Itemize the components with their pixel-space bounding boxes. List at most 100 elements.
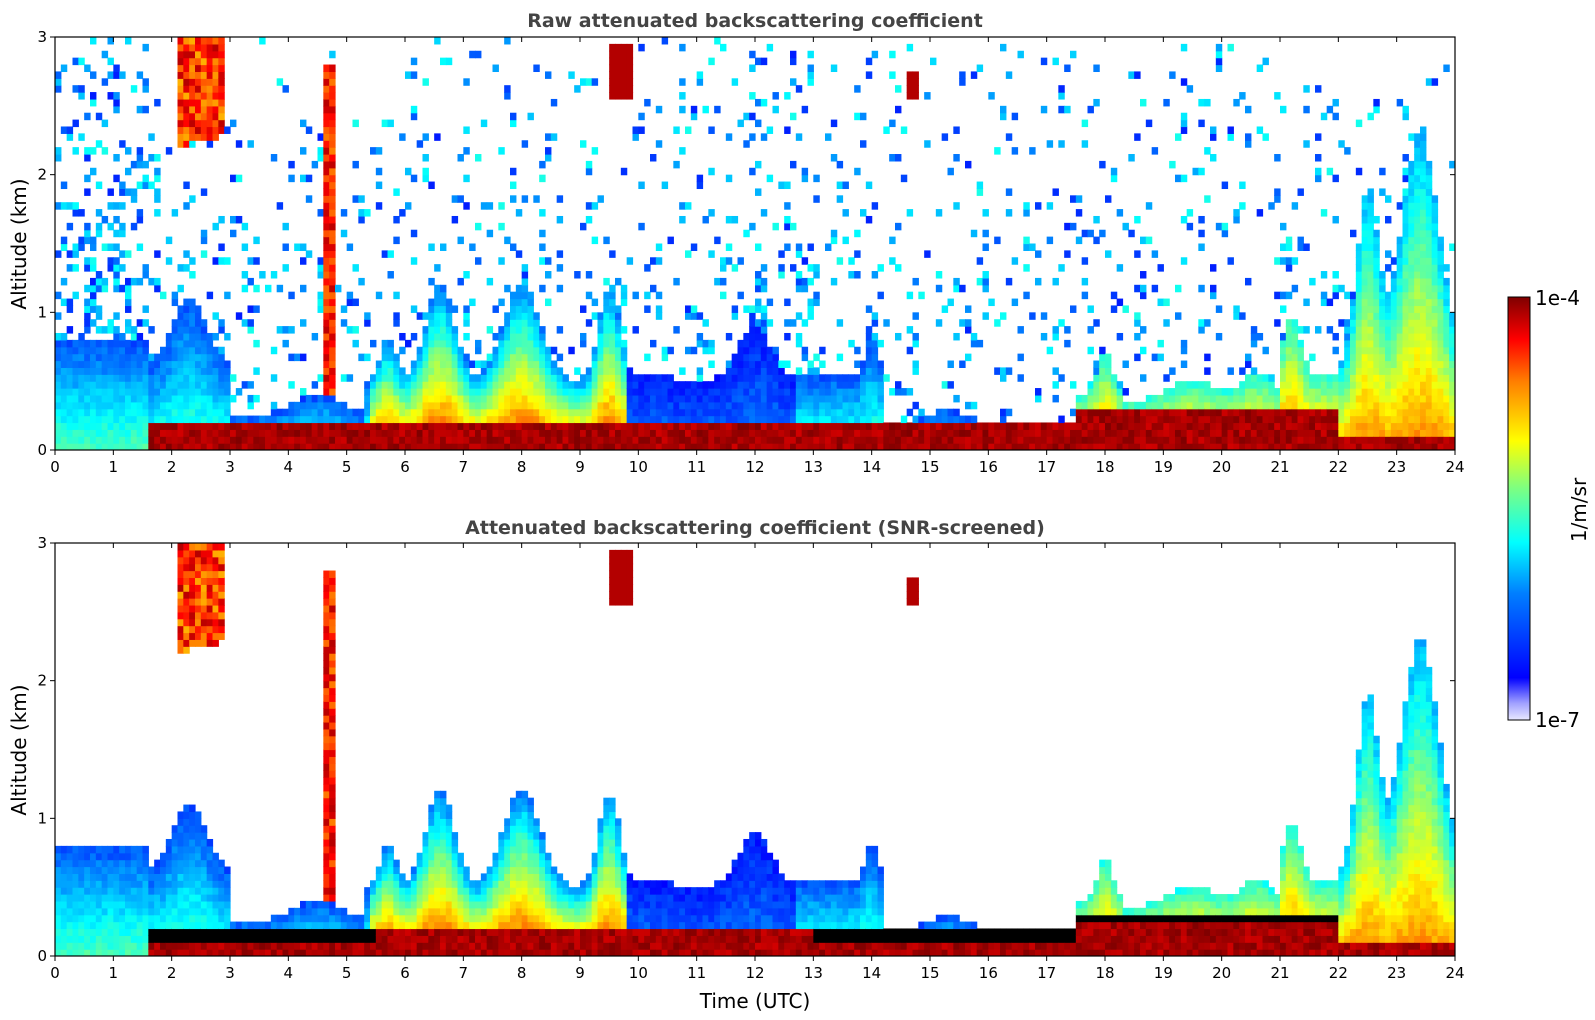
heatmap-cell <box>218 353 225 362</box>
heatmap-cell <box>1414 332 1421 341</box>
heatmap-cell <box>801 374 809 382</box>
heatmap-cell <box>830 381 838 389</box>
heatmap-cell <box>1350 319 1357 327</box>
heatmap-cell <box>165 408 173 417</box>
heatmap-cell <box>667 394 674 403</box>
heatmap-cell <box>282 243 289 251</box>
heatmap-cell <box>609 415 616 424</box>
heatmap-cell <box>230 394 237 403</box>
heatmap-cell <box>136 319 144 327</box>
heatmap-cell <box>895 332 902 341</box>
heatmap-cell <box>78 921 85 930</box>
heatmap-cell <box>667 374 674 382</box>
heatmap-cell <box>183 181 190 190</box>
heatmap-cell <box>650 257 657 265</box>
heatmap-cell <box>323 160 330 169</box>
heatmap-cell <box>212 429 219 437</box>
heatmap-cell <box>165 332 173 341</box>
heatmap-cell <box>1414 222 1421 231</box>
heatmap-cell <box>533 367 540 375</box>
heatmap-cell <box>189 119 196 128</box>
heatmap-cell <box>527 305 534 313</box>
heatmap-cell <box>84 112 91 121</box>
heatmap-cell <box>212 394 219 403</box>
heatmap-cell <box>1011 112 1019 121</box>
heatmap-cell <box>60 935 68 943</box>
heatmap-cell <box>982 443 989 450</box>
heatmap-cell <box>562 415 569 424</box>
heatmap-cell <box>1157 415 1164 424</box>
heatmap-cell <box>323 98 330 107</box>
heatmap-cell <box>1449 326 1455 334</box>
heatmap-cell <box>1122 222 1129 231</box>
heatmap-cell <box>113 326 120 334</box>
heatmap-cell <box>825 422 832 430</box>
heatmap-cell <box>60 401 68 410</box>
heatmap-cell <box>1420 160 1427 169</box>
heatmap-cell <box>195 37 202 45</box>
heatmap-cell <box>335 443 342 450</box>
heatmap-cell <box>521 388 529 396</box>
heatmap-cell <box>819 388 826 396</box>
heatmap-cell <box>1420 422 1427 430</box>
heatmap-cell <box>760 346 768 355</box>
heatmap-cell <box>755 332 762 341</box>
heatmap-cell <box>241 381 249 389</box>
heatmap-cell <box>1326 298 1334 307</box>
heatmap-cell <box>1081 408 1089 417</box>
heatmap-cell <box>136 215 144 224</box>
heatmap-cell <box>1385 422 1392 430</box>
heatmap-cell <box>136 415 144 424</box>
heatmap-cell <box>743 229 750 238</box>
heatmap-cell <box>515 353 523 362</box>
heatmap-cell <box>772 415 779 424</box>
heatmap-cell <box>1204 319 1211 327</box>
heatmap-cell <box>1023 429 1030 437</box>
heatmap-cell <box>1221 408 1229 417</box>
heatmap-cell <box>807 429 814 437</box>
heatmap-cell <box>381 436 389 444</box>
heatmap-cell <box>142 436 149 444</box>
heatmap-cell <box>66 394 74 403</box>
heatmap-cell <box>1431 374 1439 382</box>
heatmap-cell <box>766 126 774 134</box>
heatmap-cell <box>749 443 756 450</box>
heatmap-cell <box>1081 436 1089 444</box>
heatmap-cell <box>615 312 622 320</box>
heatmap-cell <box>667 388 674 396</box>
heatmap-cell <box>375 374 383 382</box>
heatmap-cell <box>195 326 202 334</box>
heatmap-cell <box>183 112 190 121</box>
heatmap-cell <box>434 298 441 307</box>
heatmap-cell <box>527 429 534 437</box>
heatmap-cell <box>84 907 91 916</box>
heatmap-cell <box>521 305 529 313</box>
x-tick-label: 2 <box>167 458 177 476</box>
heatmap-cell <box>329 243 336 251</box>
heatmap-cell <box>1443 429 1450 437</box>
heatmap-cell <box>597 332 604 341</box>
heatmap-cell <box>825 388 832 396</box>
heatmap-cell <box>72 873 79 881</box>
heatmap-cell <box>1250 374 1258 382</box>
heatmap-cell <box>784 422 791 430</box>
heatmap-cell <box>690 305 698 313</box>
heatmap-cell <box>679 394 686 403</box>
heatmap-cell <box>725 394 733 403</box>
heatmap-cell <box>1035 436 1042 444</box>
heatmap-cell <box>1029 312 1036 320</box>
heatmap-cell <box>632 408 639 417</box>
heatmap-cell <box>317 443 324 450</box>
heatmap-cell <box>591 415 599 424</box>
heatmap-cell <box>113 105 120 114</box>
heatmap-cell <box>311 332 319 341</box>
heatmap-cell <box>189 408 196 417</box>
heatmap-cell <box>189 71 196 79</box>
heatmap-cell <box>183 367 190 375</box>
heatmap-cell <box>877 367 884 375</box>
heatmap-cell <box>638 126 645 134</box>
heatmap-cell <box>1390 415 1398 424</box>
heatmap-cell <box>854 229 861 238</box>
heatmap-cell <box>206 381 214 389</box>
heatmap-cell <box>1291 284 1299 293</box>
